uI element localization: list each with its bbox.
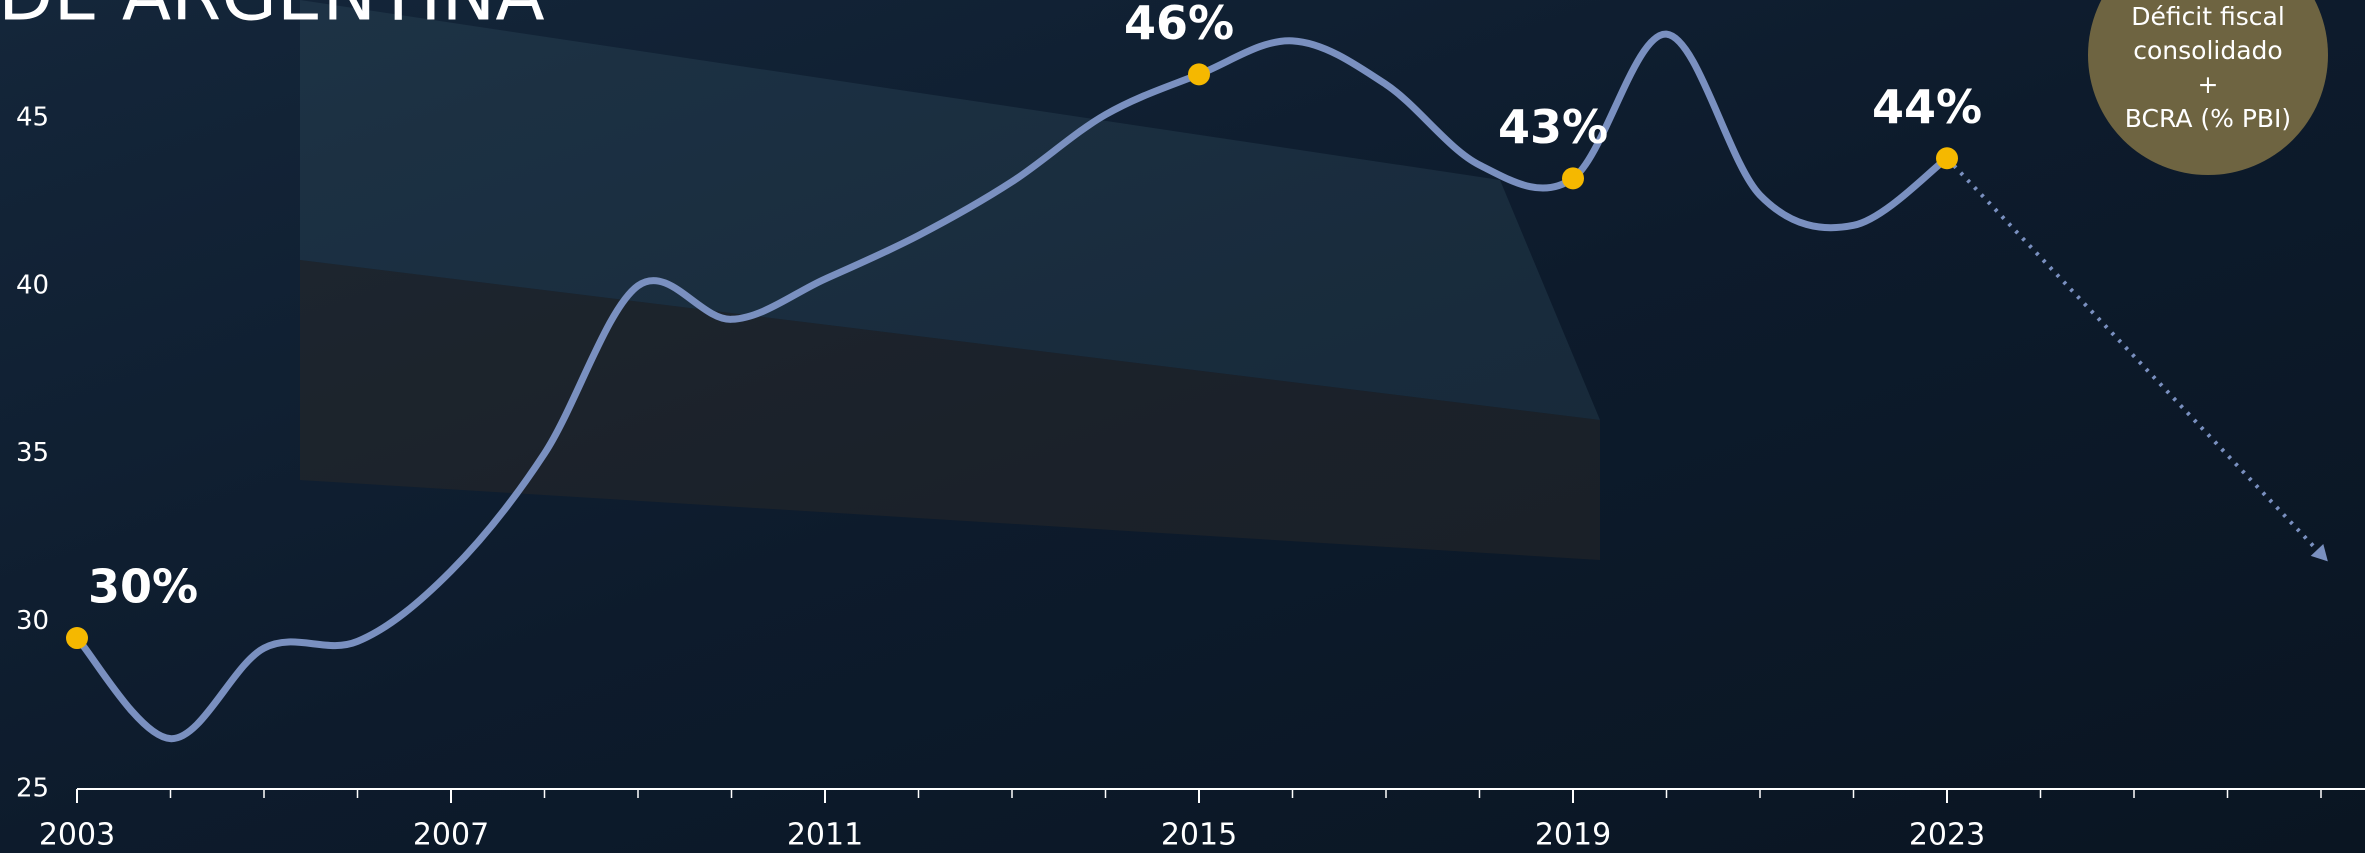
annotation-bubble bbox=[2088, 0, 2328, 175]
annotation-text: BCRA (% PBI) bbox=[2125, 104, 2291, 133]
x-tick-label: 2015 bbox=[1161, 818, 1237, 853]
y-tick-label: 30 bbox=[16, 606, 49, 636]
value-label: 43% bbox=[1498, 100, 1608, 154]
point-marker bbox=[66, 627, 88, 650]
point-marker bbox=[1188, 63, 1210, 86]
chart-title: DE ARGENTINA bbox=[0, 0, 545, 37]
y-tick-label: 25 bbox=[16, 774, 49, 804]
value-label: 46% bbox=[1124, 0, 1234, 50]
projection-line bbox=[1945, 156, 2323, 556]
annotation-text: consolidado bbox=[2133, 36, 2282, 65]
value-label: 30% bbox=[88, 560, 198, 614]
y-tick-label: 40 bbox=[16, 270, 49, 300]
line bbox=[73, 30, 1951, 743]
x-tick-label: 2023 bbox=[1909, 818, 1985, 853]
projection-arrow bbox=[2310, 544, 2328, 562]
x-tick-label: 2019 bbox=[1535, 818, 1611, 853]
x-tick-label: 2007 bbox=[413, 818, 489, 853]
y-tick-label: 35 bbox=[16, 438, 49, 468]
point-marker bbox=[1936, 147, 1958, 170]
x-tick-label: 2011 bbox=[787, 818, 863, 853]
annotation-text: Déficit fiscal bbox=[2131, 2, 2285, 31]
point-marker bbox=[1562, 167, 1584, 190]
value-label: 44% bbox=[1872, 80, 1982, 134]
flag-band bbox=[300, 260, 1600, 560]
annotation-text: + bbox=[2198, 70, 2219, 99]
flag-band bbox=[300, 0, 1600, 420]
y-tick-label: 45 bbox=[16, 103, 49, 133]
x-tick-label: 2003 bbox=[39, 818, 115, 853]
